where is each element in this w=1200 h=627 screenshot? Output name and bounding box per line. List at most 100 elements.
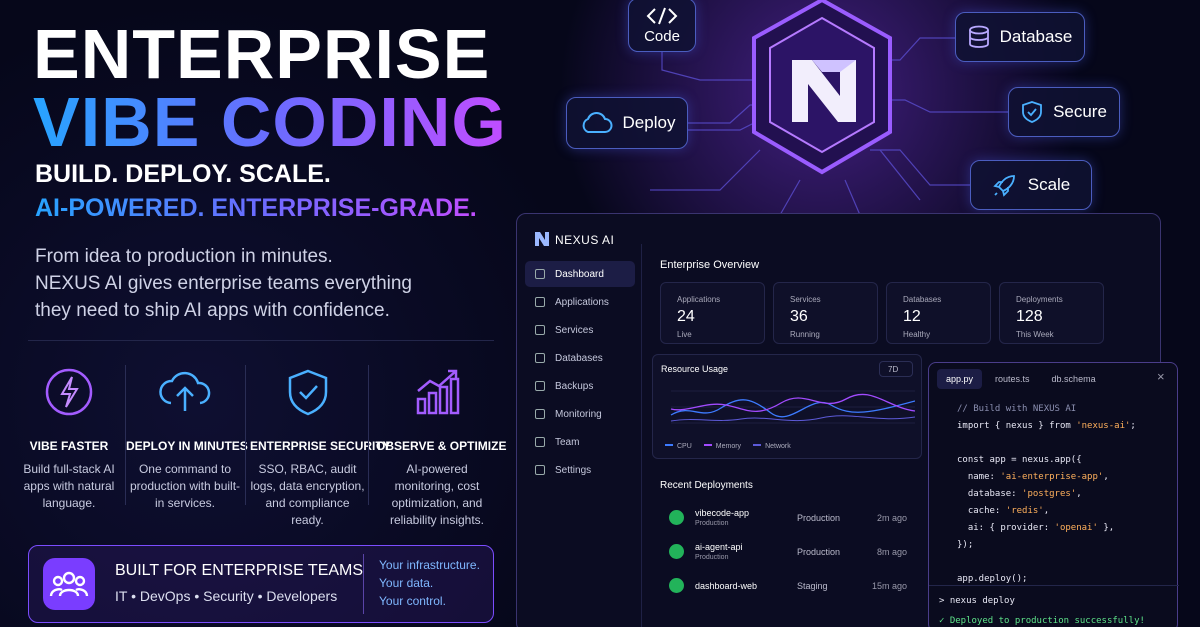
feature: VIBE FASTER Build full-stack AI apps wit… xyxy=(10,365,128,512)
stat-value: 36 xyxy=(790,308,808,325)
editor-tab[interactable]: db.schema xyxy=(1051,374,1096,384)
editor-tab[interactable]: routes.ts xyxy=(995,374,1030,384)
status-icon xyxy=(669,510,684,525)
feature-title: VIBE FASTER xyxy=(29,439,109,453)
dep-env: Staging xyxy=(797,581,828,591)
nav-item[interactable]: Settings xyxy=(525,457,635,483)
stat-sub: Live xyxy=(677,330,692,339)
tagline: AI-POWERED. ENTERPRISE-GRADE. xyxy=(35,194,477,222)
nav-icon xyxy=(535,437,545,447)
code-line: ai: { provider: 'openai' }, xyxy=(957,523,1115,533)
stat-card: Applications 24 Live xyxy=(660,282,765,344)
dep-time: 15m ago xyxy=(871,581,907,591)
nav-item[interactable]: Monitoring xyxy=(525,401,635,427)
code-node: Code xyxy=(628,0,696,52)
deployment-row[interactable]: vibecode-app Production Production 2m ago xyxy=(667,502,917,536)
status-icon xyxy=(669,578,684,593)
nav-icon xyxy=(535,353,545,363)
legend-label: Memory xyxy=(715,443,742,450)
stat-value: 24 xyxy=(677,308,695,325)
usage-chart xyxy=(670,390,915,424)
code-line: import { nexus } from 'nexus-ai'; xyxy=(957,421,1136,431)
title-line2: VIBE CODING xyxy=(33,83,507,161)
range-select[interactable]: 7D xyxy=(879,361,913,377)
feature-text: One command to production with built-in … xyxy=(129,462,241,510)
stat-card: Databases 12 Healthy xyxy=(886,282,991,344)
nav-item[interactable]: Backups xyxy=(525,373,635,399)
separator xyxy=(368,365,369,505)
feature-icon xyxy=(159,371,211,411)
legend-swatch xyxy=(665,444,673,446)
nav-item[interactable]: Services xyxy=(525,317,635,343)
banner-lines: Your infrastructure. Your data. Your con… xyxy=(379,556,480,610)
close-button[interactable]: × xyxy=(1157,369,1165,384)
title-line1: ENTERPRISE xyxy=(33,15,491,93)
deployment-row[interactable]: ai-agent-api Production Production 8m ago xyxy=(667,536,917,570)
separator xyxy=(125,365,126,505)
code-line: }); xyxy=(957,540,974,550)
dep-env: Production xyxy=(797,547,841,557)
legend-label: Network xyxy=(765,443,791,450)
nav-item[interactable]: Databases xyxy=(525,345,635,371)
nav-icon xyxy=(535,465,545,475)
nav-icon xyxy=(535,325,545,335)
dep-env: Production xyxy=(797,513,841,523)
stat-label: Deployments xyxy=(1016,295,1063,304)
stat-value: 12 xyxy=(903,308,921,325)
nav-item[interactable]: Applications xyxy=(525,289,635,315)
legend-item: Network xyxy=(753,443,791,450)
nav-icon xyxy=(535,297,545,307)
feature-icon xyxy=(45,368,93,416)
banner-subtitle: IT • DevOps • Security • Developers xyxy=(115,588,338,604)
code-line: // Build with NEXUS AI xyxy=(957,404,1077,414)
deploy-node: Deploy xyxy=(566,97,688,149)
feature-title: DEPLOY IN MINUTES xyxy=(126,439,248,453)
legend: CPU Memory Network xyxy=(665,443,791,450)
terminal-command: > nexus deploy xyxy=(939,596,1015,606)
secure-node: Secure xyxy=(1008,87,1120,137)
feature-icon xyxy=(416,369,460,415)
nav-item[interactable]: Dashboard xyxy=(525,261,635,287)
card-title: Resource Usage xyxy=(661,364,729,374)
divider xyxy=(28,340,494,341)
editor-tab[interactable]: app.py xyxy=(937,369,983,389)
code-editor: app.py routes.ts db.schema × // Build with… xyxy=(928,362,1179,627)
description: From idea to production in minutes. NEXU… xyxy=(35,243,412,324)
legend-label: CPU xyxy=(677,443,692,450)
stat-sub: Healthy xyxy=(903,330,931,339)
node-label: Code xyxy=(644,27,680,45)
brand-name: NEXUS AI xyxy=(555,233,615,247)
database-icon xyxy=(968,25,989,48)
node-label: Database xyxy=(999,27,1073,46)
feature-title: ENTERPRISE SECURITY xyxy=(250,439,391,453)
feature: OBSERVE & OPTIMIZE AI-powered monitoring… xyxy=(376,365,507,529)
team-icon xyxy=(43,558,95,610)
legend-swatch xyxy=(703,444,712,446)
legend-item: CPU xyxy=(665,443,692,450)
description-line: NEXUS AI gives enterprise teams everythi… xyxy=(35,273,413,294)
status-icon xyxy=(669,544,684,559)
tagline: BUILD. DEPLOY. SCALE. xyxy=(35,160,331,188)
code-line: app.deploy(); xyxy=(957,574,1028,584)
deployment-row[interactable]: dashboard-web Staging 15m ago xyxy=(667,570,917,604)
code-line: cache: 'redis', xyxy=(957,506,1050,516)
nav-item[interactable]: Team xyxy=(525,429,635,455)
dep-name: ai-agent-api xyxy=(695,542,743,552)
code-line xyxy=(957,435,1136,452)
stat-sub: Running xyxy=(790,330,820,339)
shield-icon xyxy=(1022,101,1042,123)
feature-text: SSO, RBAC, audit logs, data encryption, … xyxy=(250,462,365,527)
feature: DEPLOY IN MINUTES One command to product… xyxy=(126,365,248,512)
feature-title: OBSERVE & OPTIMIZE xyxy=(376,439,507,453)
code-line: const app = nexus.app({ xyxy=(957,455,1082,465)
terminal-result: ✓ Deployed to production successfully! xyxy=(939,616,1145,626)
nav-icon xyxy=(535,269,545,279)
dep-name: vibecode-app xyxy=(695,508,750,518)
rocket-icon xyxy=(992,175,1015,197)
code-line: database: 'postgres', xyxy=(957,489,1082,499)
nav-icon xyxy=(535,381,545,391)
feature-icon xyxy=(288,369,327,416)
